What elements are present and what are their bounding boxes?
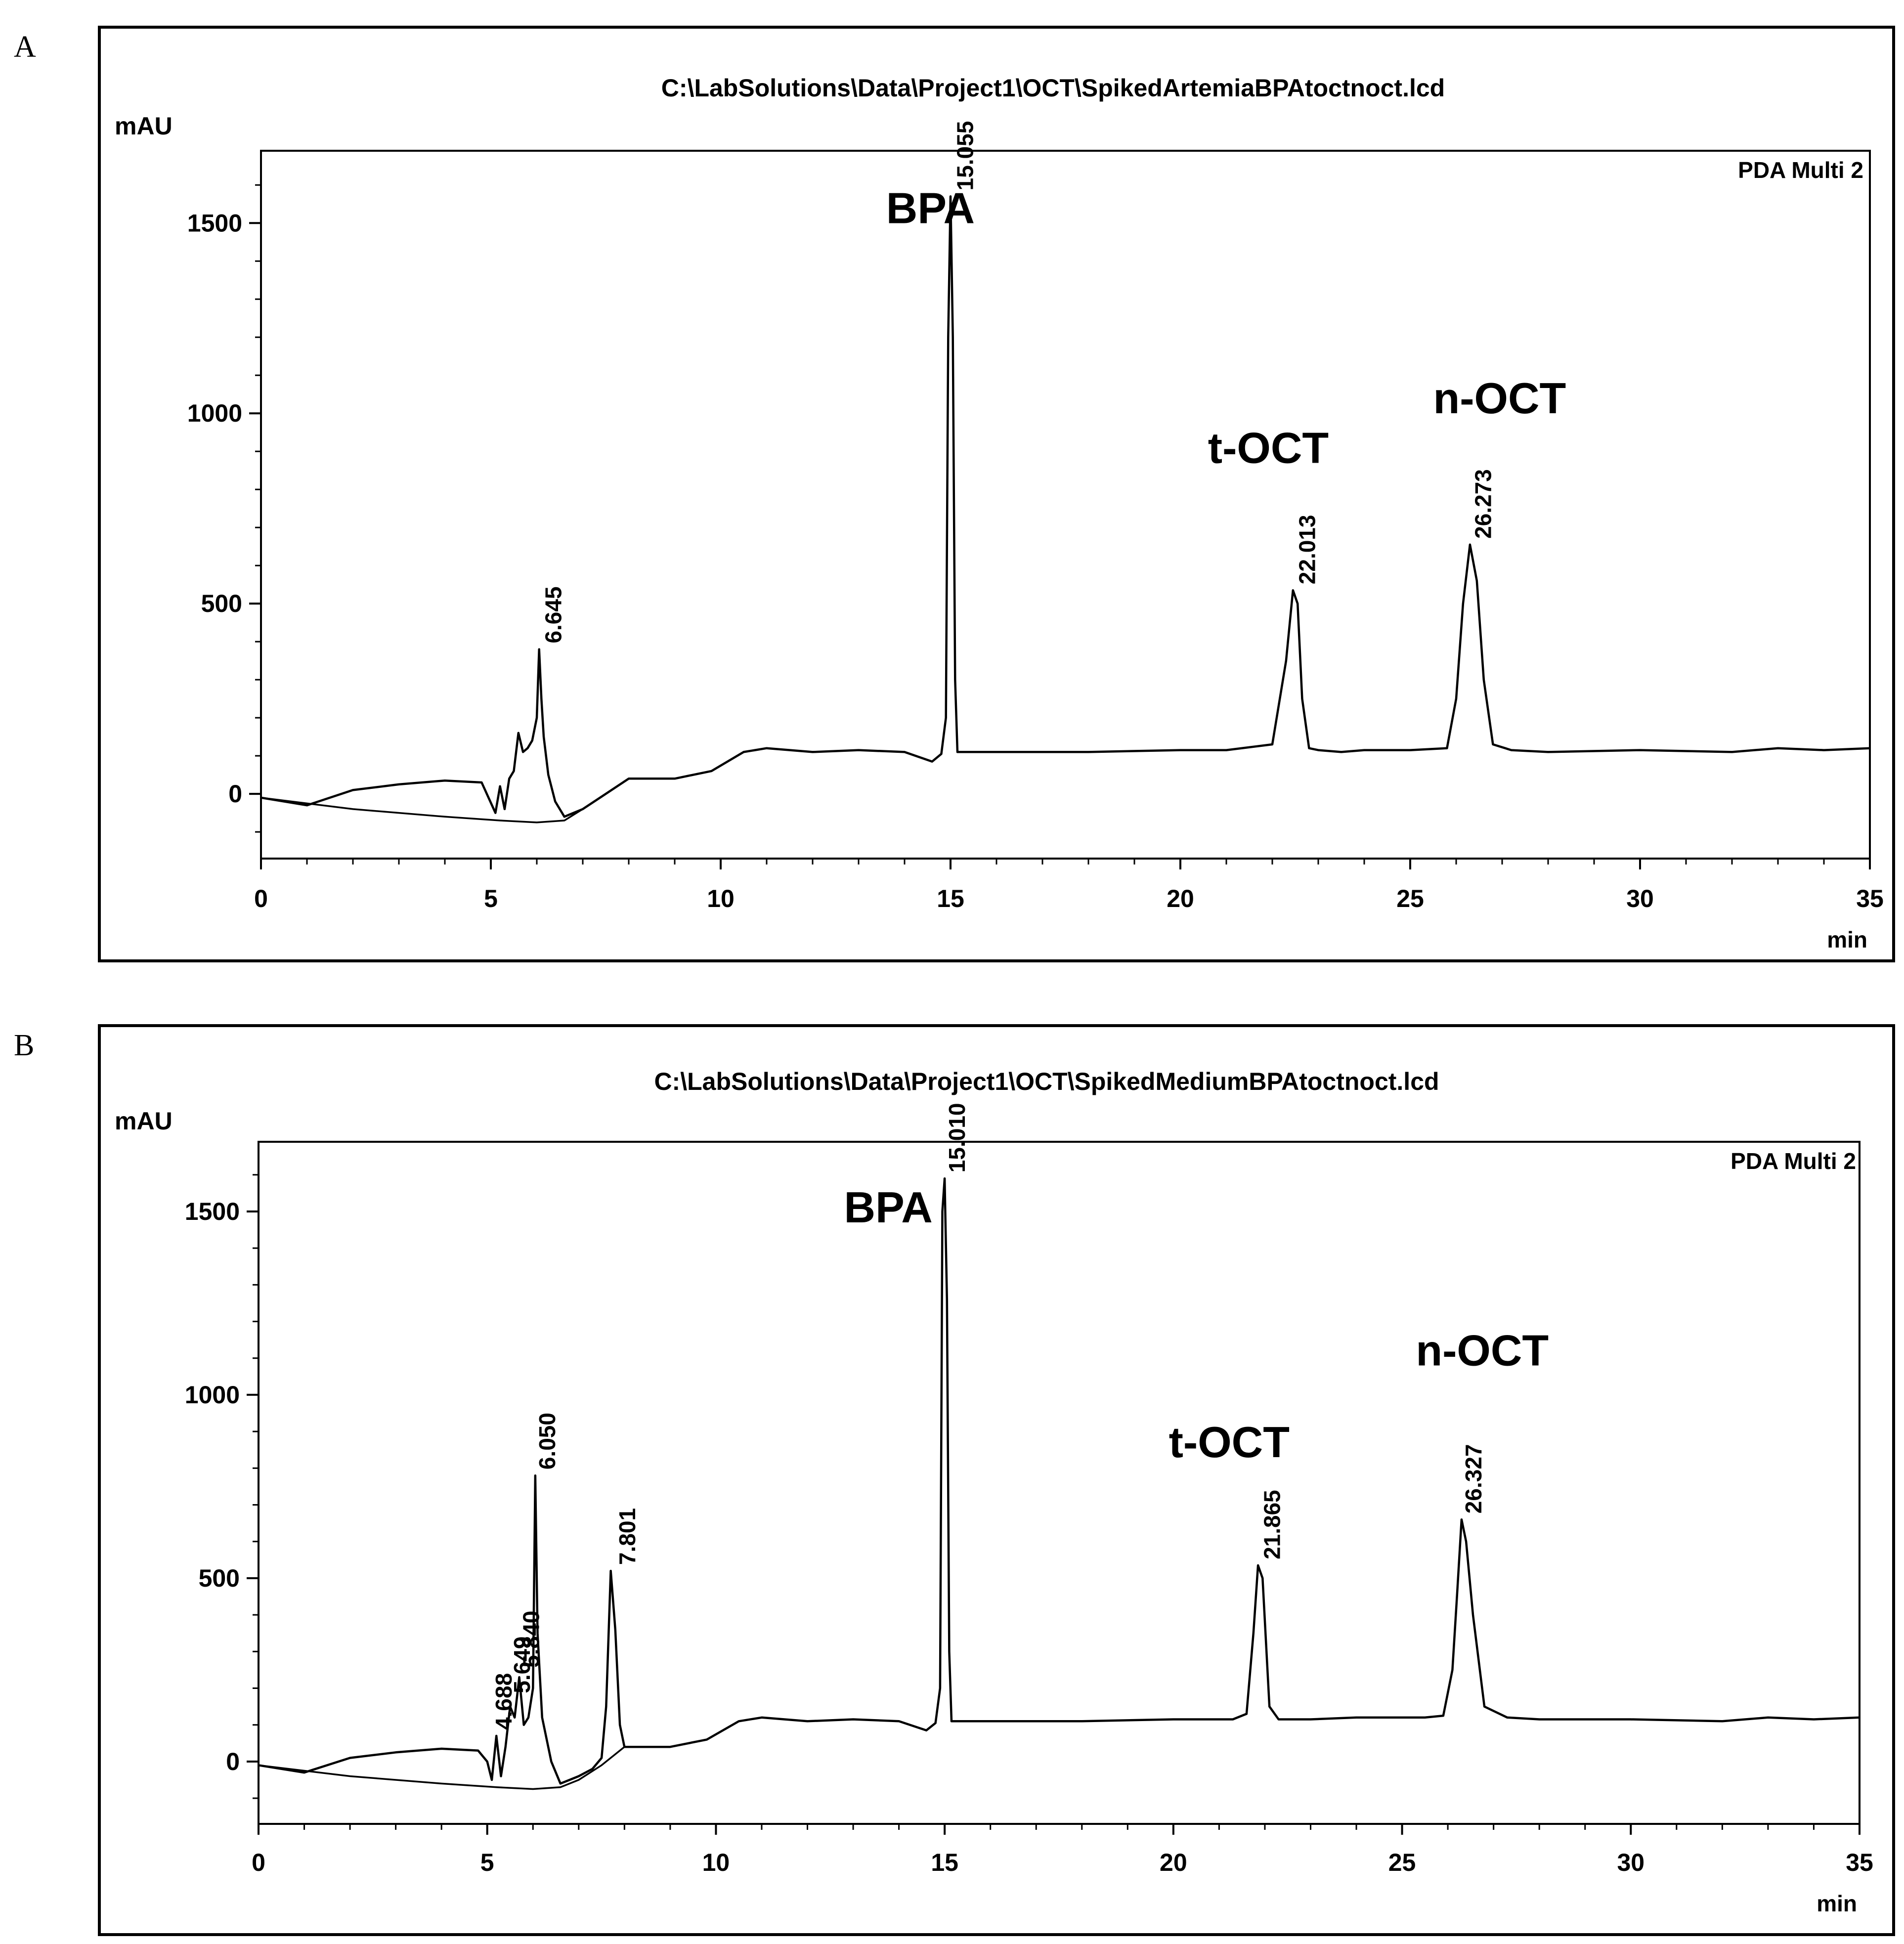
panel-b-y-tick-label: 500	[199, 1564, 240, 1592]
panel-b-x-tick-label: 20	[1160, 1849, 1187, 1876]
panel-a-peak-label: 6.645	[540, 586, 566, 643]
panel-a-peak-label: 26.273	[1471, 469, 1496, 539]
panel-b-plot-area	[258, 1141, 1861, 1825]
panel-b-y-axis-label: mAU	[115, 1107, 173, 1135]
panel-b-peak-label: 4.688	[491, 1673, 517, 1730]
panel-b-compound-label: BPA	[844, 1183, 933, 1232]
panel-label-a: A	[14, 30, 36, 64]
panel-a-x-tick-label: 0	[254, 885, 268, 912]
panel-b-peak-label: 5.840	[518, 1611, 544, 1668]
chart-panel-a	[98, 26, 1895, 962]
panel-a-detector-label: PDA Multi 2	[1738, 157, 1863, 183]
panel-b-peak-label: 21.865	[1259, 1490, 1285, 1559]
panel-b-x-tick-label: 10	[702, 1849, 730, 1876]
panel-b-x-tick-label: 30	[1617, 1849, 1644, 1876]
panel-a-y-axis-label: mAU	[115, 112, 173, 140]
panel-a-y-tick-label: 1000	[187, 399, 242, 427]
panel-b-title: C:\LabSolutions\Data\Project1\OCT\Spiked…	[654, 1068, 1439, 1095]
panel-b-compound-label: t-OCT	[1169, 1418, 1290, 1467]
panel-b-peak-label: 7.801	[614, 1508, 640, 1565]
panel-b-x-tick-label: 35	[1846, 1849, 1873, 1876]
panel-b-compound-label: n-OCT	[1416, 1326, 1549, 1375]
panel-b-peak-label: 5.649	[509, 1637, 535, 1693]
panel-a-compound-label: t-OCT	[1208, 423, 1329, 472]
panel-b-peak-label: 6.050	[534, 1413, 560, 1469]
panel-label-b: B	[14, 1029, 35, 1062]
panel-a-compound-label: n-OCT	[1433, 374, 1566, 423]
panel-b-x-tick-label: 25	[1388, 1849, 1416, 1876]
panel-a-plot: C:\LabSolutions\Data\Project1\OCT\Spiked…	[115, 74, 1884, 952]
panel-b-peak-label: 26.327	[1461, 1444, 1486, 1513]
panel-b-x-tick-label: 0	[252, 1849, 265, 1876]
panel-a-compound-label: BPA	[886, 183, 975, 232]
panel-a-y-tick-label: 0	[228, 780, 242, 808]
panel-b-plot: C:\LabSolutions\Data\Project1\OCT\Spiked…	[115, 1068, 1873, 1916]
panel-a-baseline-trace	[260, 793, 606, 823]
panel-b-x-axis-label: min	[1817, 1891, 1857, 1916]
panel-a-plot-area	[260, 150, 1871, 860]
panel-a-x-tick-label: 20	[1167, 885, 1194, 912]
panel-b-x-tick-label: 5	[480, 1849, 494, 1876]
panel-a-title: C:\LabSolutions\Data\Project1\OCT\Spiked…	[661, 74, 1445, 102]
panel-a-peak-label: 22.013	[1295, 515, 1320, 585]
panel-b-baseline-trace	[258, 1746, 625, 1790]
panel-a-x-tick-label: 15	[937, 885, 964, 912]
panel-b-peak-label: 15.010	[944, 1103, 970, 1172]
panel-b-y-tick-label: 1500	[185, 1198, 240, 1225]
panel-a-x-axis-label: min	[1827, 927, 1867, 952]
panel-b-chromatogram-trace	[258, 1177, 1860, 1785]
panel-b-y-tick-label: 1000	[185, 1381, 240, 1409]
panel-b-y-tick-label: 0	[226, 1748, 240, 1775]
panel-a-x-tick-label: 35	[1856, 885, 1884, 912]
panel-a-x-tick-label: 5	[484, 885, 498, 912]
panel-a-x-tick-label: 30	[1626, 885, 1654, 912]
panel-b-detector-label: PDA Multi 2	[1731, 1148, 1856, 1174]
panel-a-x-tick-label: 25	[1396, 885, 1424, 912]
panel-a-peak-label: 15.055	[952, 121, 978, 191]
panel-a-y-tick-label: 1500	[187, 209, 242, 237]
panel-a-y-tick-label: 500	[201, 590, 242, 617]
panel-a-x-tick-label: 10	[707, 885, 735, 912]
panel-a-chromatogram-trace	[260, 195, 1870, 818]
chart-panel-b	[98, 1024, 1895, 1936]
panel-b-x-tick-label: 15	[931, 1849, 958, 1876]
